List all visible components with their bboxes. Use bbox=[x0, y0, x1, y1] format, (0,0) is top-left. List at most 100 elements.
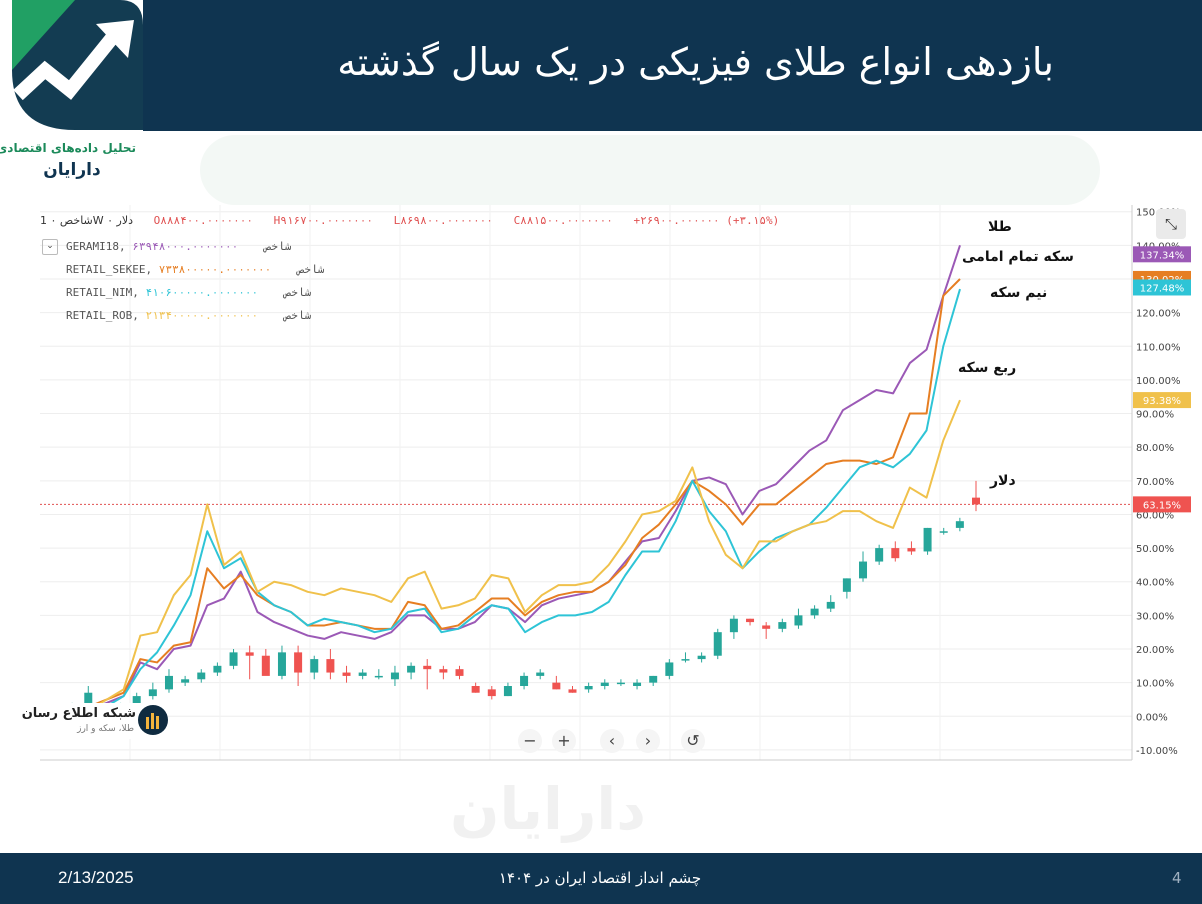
candle-body bbox=[455, 669, 464, 676]
legend-nim[interactable]: RETAIL_NIM, شاخص ۴۱۰۶۰۰۰۰۰.۰۰۰۰۰۰۰ bbox=[66, 286, 311, 299]
watermark-text: دارایان bbox=[450, 775, 646, 843]
label-emami: سکه تمام امامی bbox=[962, 249, 1074, 265]
y-tick-label: 20.00% bbox=[1136, 645, 1174, 656]
candle-body bbox=[536, 672, 545, 676]
source-logo-line2: طلا، سکه و ارز bbox=[77, 724, 134, 734]
legend-value: ۷۳۳۸۰۰۰۰۰.۰۰۰۰۰۰۰ bbox=[158, 263, 272, 276]
candle-body bbox=[487, 689, 496, 697]
candle-body bbox=[164, 675, 173, 690]
candle-body bbox=[213, 665, 222, 673]
candle-body bbox=[616, 682, 625, 685]
end-value-label: 63.15% bbox=[1143, 500, 1181, 511]
legend-label: RETAIL_ROB, شاخص bbox=[66, 309, 312, 322]
y-tick-label: 110.00% bbox=[1136, 342, 1181, 353]
ohlc-readout: شاخص ۰ 1W ۰ دلار O۸۸۸۴۰۰.۰۰۰۰۰۰۰ H۹۱۶۷۰۰… bbox=[40, 214, 793, 227]
brand-name: دارایان bbox=[43, 160, 101, 180]
legend-gerami[interactable]: GERAMI18, شاخص ۶۳۹۴۸۰۰۰.۰۰۰۰۰۰۰ bbox=[66, 240, 291, 253]
candle-body bbox=[891, 548, 900, 559]
candle-body bbox=[326, 659, 335, 673]
y-tick-label: 80.00% bbox=[1136, 443, 1174, 454]
end-value-label: 93.38% bbox=[1143, 396, 1181, 407]
source-logo-line1: شبکه اطلاع رسان bbox=[21, 706, 136, 721]
candle-body bbox=[972, 497, 980, 505]
y-tick-label: 0.00% bbox=[1136, 712, 1168, 723]
candle-body bbox=[762, 625, 771, 629]
returns-chart: -10.00% 0.00% 10.00% 20.00% 30.00% 40.00% 50.0… bbox=[40, 205, 1191, 761]
brand-logo: تحلیل داده‌های اقتصادی دارایان bbox=[0, 0, 143, 190]
low-value: L۸۶۹۸۰۰.۰۰۰۰۰۰۰ bbox=[393, 214, 493, 227]
candle-body bbox=[197, 672, 206, 680]
label-rob: ربع سکه bbox=[958, 360, 1017, 376]
candle-body bbox=[794, 615, 803, 626]
label-dollar: دلار bbox=[990, 473, 1016, 489]
zoom-in-button[interactable]: + bbox=[552, 729, 576, 753]
candle-body bbox=[310, 659, 319, 673]
y-tick-label: 90.00% bbox=[1136, 410, 1174, 421]
candle-body bbox=[778, 622, 787, 629]
candle-body bbox=[697, 655, 706, 660]
candle-body bbox=[84, 692, 93, 710]
watermark-band bbox=[200, 135, 1100, 205]
candle-body bbox=[875, 548, 884, 562]
candle-body bbox=[923, 527, 932, 552]
candle-body bbox=[633, 682, 642, 686]
candle-body bbox=[584, 686, 593, 690]
label-gold: طلا bbox=[988, 219, 1012, 235]
legend-toggle[interactable]: ⌄ bbox=[42, 239, 58, 255]
series-line bbox=[40, 278, 961, 718]
end-value-badge bbox=[1133, 279, 1191, 296]
series-line bbox=[40, 399, 961, 721]
zoom-out-button[interactable]: − bbox=[518, 729, 542, 753]
open-value: O۸۸۸۴۰۰.۰۰۰۰۰۰۰ bbox=[153, 214, 253, 227]
expand-icon[interactable]: ⤡ bbox=[1156, 209, 1186, 239]
y-tick-label: 30.00% bbox=[1136, 611, 1174, 622]
legend-label: RETAIL_SEKEE, شاخص bbox=[66, 263, 325, 276]
candle-body bbox=[746, 618, 755, 623]
candle-body bbox=[277, 652, 286, 676]
end-value-badge bbox=[1133, 246, 1191, 263]
reset-icon[interactable]: ↺ bbox=[681, 729, 705, 753]
legend-value: ۶۳۹۴۸۰۰۰.۰۰۰۰۰۰۰ bbox=[132, 240, 239, 253]
legend-value: ۴۱۰۶۰۰۰۰۰.۰۰۰۰۰۰۰ bbox=[145, 286, 259, 299]
candle-body bbox=[713, 632, 722, 656]
footer-bar bbox=[0, 853, 1202, 904]
bars-icon bbox=[138, 705, 168, 735]
candle-body bbox=[261, 655, 270, 676]
candle-body bbox=[826, 601, 835, 609]
scroll-right-button[interactable]: › bbox=[636, 729, 660, 753]
legend-rob[interactable]: RETAIL_ROB, شاخص ۲۱۳۴۰۰۰۰۰.۰۰۰۰۰۰۰ bbox=[66, 309, 311, 322]
legend-label: GERAMI18, شاخص bbox=[66, 240, 292, 253]
y-tick-label: 10.00% bbox=[1136, 679, 1174, 690]
candle-body bbox=[439, 669, 448, 673]
high-value: H۹۱۶۷۰۰.۰۰۰۰۰۰۰ bbox=[273, 214, 373, 227]
candle-body bbox=[729, 618, 738, 633]
page-title: بازدهی انواع طلای فیزیکی در یک سال گذشته bbox=[337, 40, 1054, 84]
end-value-badge bbox=[1133, 496, 1191, 513]
footer-date: 2/13/2025 bbox=[58, 868, 134, 887]
candle-body bbox=[245, 652, 254, 656]
candle-body bbox=[294, 652, 303, 673]
legend-value: ۲۱۳۴۰۰۰۰۰.۰۰۰۰۰۰۰ bbox=[145, 309, 259, 322]
candle-body bbox=[939, 531, 948, 533]
title-bar: بازدهی انواع طلای فیزیکی در یک سال گذشته bbox=[143, 0, 1202, 131]
change-value: +۲۶۹۰۰.۰۰۰۰۰۰ (+۳.۱۵%) bbox=[633, 214, 780, 227]
end-value-label: 127.48% bbox=[1140, 283, 1185, 294]
candle-body bbox=[471, 686, 480, 693]
brand-subtitle: تحلیل داده‌های اقتصادی bbox=[0, 141, 136, 155]
candle-body bbox=[842, 578, 851, 592]
legend-sekee[interactable]: RETAIL_SEKEE, شاخص ۷۳۳۸۰۰۰۰۰.۰۰۰۰۰۰۰ bbox=[66, 263, 324, 276]
candle-body bbox=[665, 662, 674, 676]
y-tick-label: 120.00% bbox=[1136, 309, 1181, 320]
y-tick-label: -10.00% bbox=[1136, 746, 1178, 757]
scroll-left-button[interactable]: ‹ bbox=[600, 729, 624, 753]
footer-subtitle: چشم انداز اقتصاد ایران در ۱۴۰۴ bbox=[498, 869, 702, 887]
y-tick-label: 60.00% bbox=[1136, 510, 1174, 521]
candle-body bbox=[859, 561, 868, 579]
candle-body bbox=[600, 682, 609, 686]
candle-body bbox=[374, 675, 383, 678]
candle-body bbox=[181, 679, 190, 683]
candle-body bbox=[503, 686, 512, 697]
label-nim: نیم سکه bbox=[990, 285, 1048, 301]
y-tick-label: 70.00% bbox=[1136, 477, 1174, 488]
